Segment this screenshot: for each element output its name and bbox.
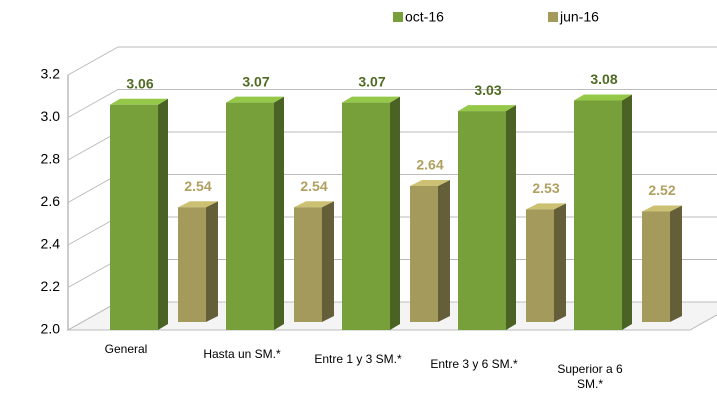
bar-top	[458, 105, 516, 112]
grid-line	[67, 46, 717, 76]
bar	[178, 207, 206, 322]
bar-top	[574, 94, 632, 101]
value-label: 3.07	[358, 73, 385, 89]
value-label: 2.54	[300, 178, 327, 194]
bar-side	[506, 105, 516, 330]
x-tick-label: General	[104, 342, 148, 356]
bar-top	[110, 98, 168, 105]
x-tick-label: Superior a 6 SM.*	[557, 362, 623, 391]
bar-top	[642, 205, 682, 212]
bar	[526, 209, 554, 322]
x-tick-label: Hasta un SM.*	[203, 347, 281, 361]
bar	[574, 100, 622, 330]
value-label: 2.64	[416, 157, 443, 173]
bar-side	[322, 201, 334, 322]
x-tick-label: Entre 1 y 3 SM.*	[314, 352, 402, 366]
value-label: 2.54	[184, 178, 211, 194]
bar-top	[526, 203, 566, 210]
bar-side	[438, 180, 450, 322]
value-label: 3.06	[126, 75, 153, 91]
legend-label: jun-16	[559, 9, 599, 25]
bar-top	[226, 96, 284, 103]
bar-side	[622, 94, 632, 330]
value-label: 3.07	[242, 73, 269, 89]
bar	[110, 104, 158, 330]
bar-side	[390, 96, 400, 330]
bar-side	[554, 203, 566, 322]
bar-side	[158, 98, 168, 330]
x-tick-label: Entre 3 y 6 SM.*	[430, 357, 518, 371]
legend-label: oct-16	[405, 9, 444, 25]
bar-top	[410, 180, 450, 186]
bar-side	[206, 201, 218, 322]
y-tick-label: 2.0	[41, 321, 61, 337]
value-label: 2.53	[532, 180, 559, 196]
y-tick-label: 3.2	[41, 66, 61, 82]
bar	[458, 111, 506, 330]
y-tick-label: 2.4	[41, 236, 61, 252]
y-tick-label: 2.6	[41, 193, 61, 209]
bar	[342, 102, 390, 330]
bar	[226, 102, 274, 330]
y-tick-label: 2.2	[41, 278, 61, 294]
bar	[642, 211, 670, 322]
legend-swatch	[393, 12, 403, 22]
bar	[410, 186, 438, 322]
bar-top	[178, 201, 218, 208]
value-label: 3.08	[590, 71, 617, 87]
value-label: 2.52	[648, 182, 675, 198]
legend-swatch	[548, 12, 558, 22]
y-tick-label: 2.8	[41, 151, 61, 167]
bar	[294, 207, 322, 322]
bar-top	[342, 96, 400, 103]
bar-top	[294, 201, 334, 208]
bar-side	[274, 96, 284, 330]
y-tick-label: 3.0	[41, 108, 61, 124]
grid-line	[67, 89, 717, 118]
value-label: 3.03	[474, 82, 501, 98]
bar-side	[670, 205, 682, 322]
